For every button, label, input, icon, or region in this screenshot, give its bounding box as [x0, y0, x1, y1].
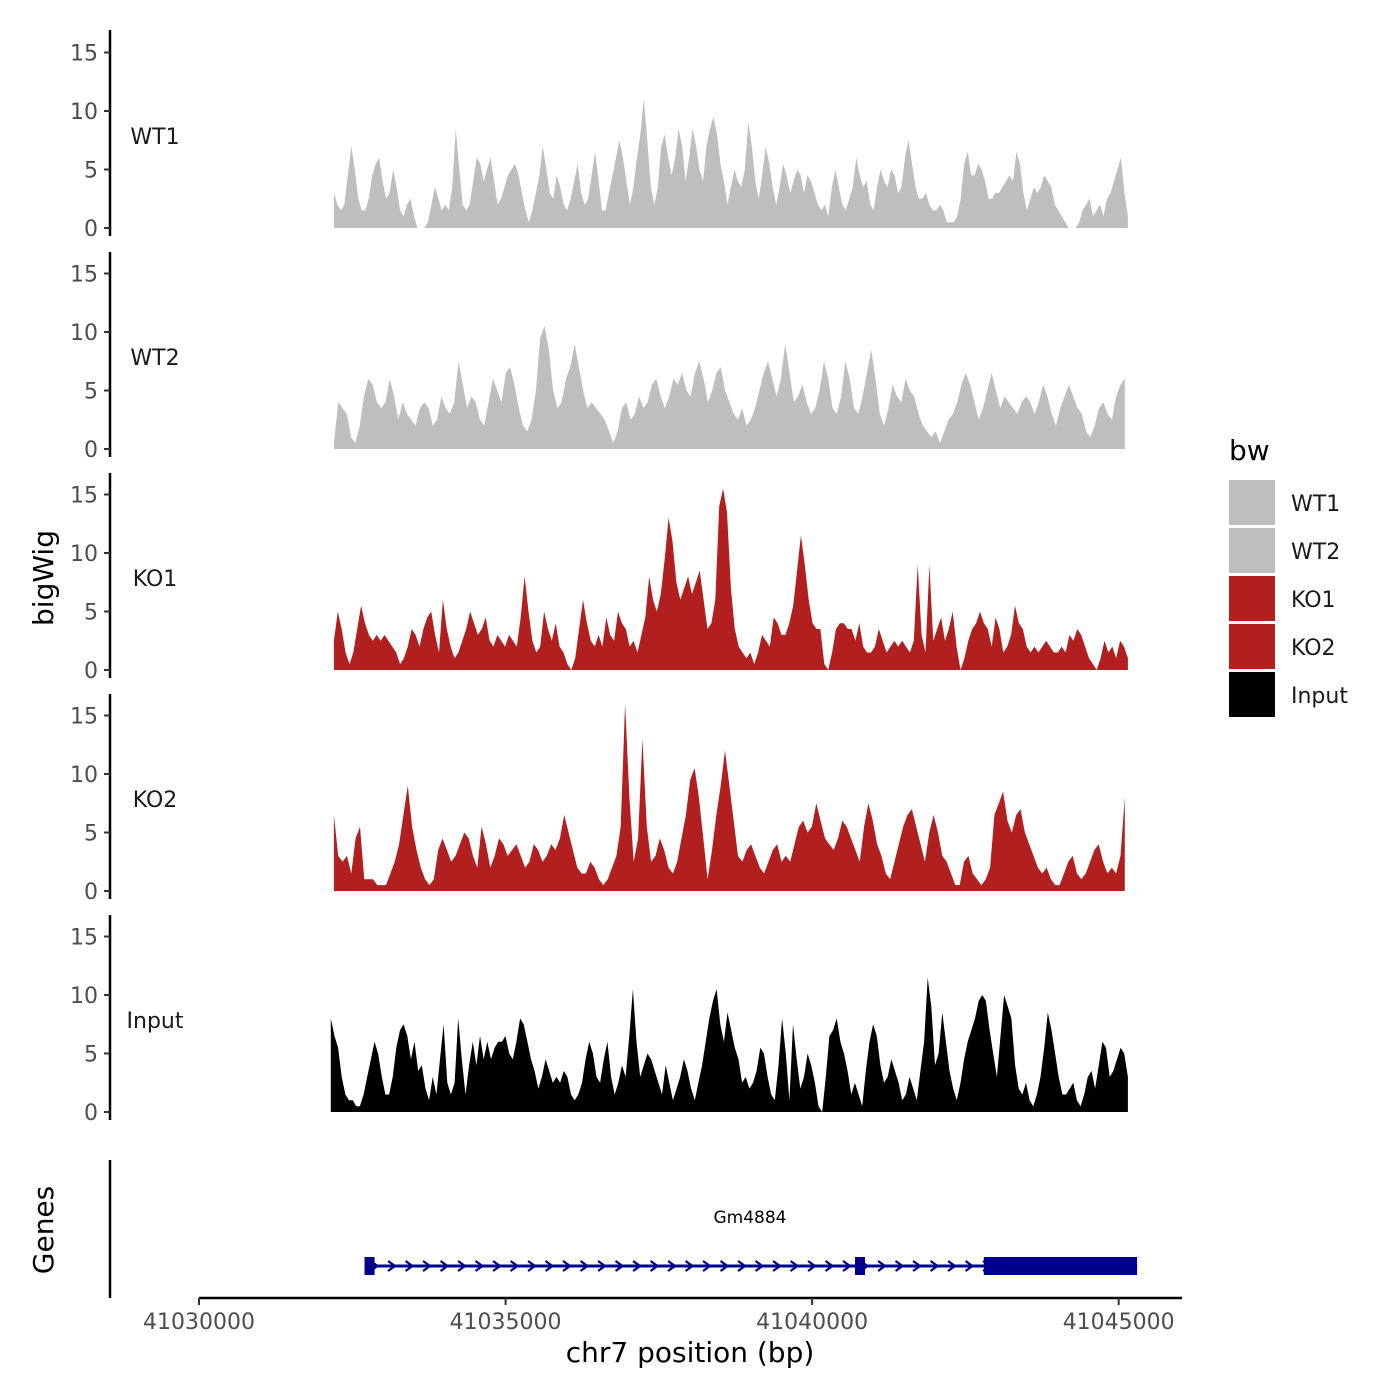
track-wt1: 0 5 10 15 WT1	[70, 30, 1128, 242]
y-tick-label: 10	[70, 321, 98, 346]
y-tick-label: 0	[84, 217, 98, 242]
strand-chevron	[527, 1260, 537, 1272]
strand-chevron	[597, 1260, 607, 1272]
area-input	[330, 977, 1128, 1112]
area-ko2	[333, 703, 1125, 891]
strand-chevron	[562, 1260, 572, 1272]
x-axis: 41030000 41035000 41040000 41045000	[143, 1296, 1182, 1335]
track-wt2: 0 5 10 15 WT2	[70, 252, 1125, 463]
strand-chevron	[929, 1260, 940, 1272]
y-tick-label: 5	[84, 822, 98, 847]
strand-chevron	[422, 1260, 432, 1272]
legend-label: Input	[1291, 684, 1348, 709]
y-tick-label: 10	[70, 984, 98, 1009]
strand-chevron	[404, 1260, 415, 1272]
strand-chevron	[842, 1260, 852, 1272]
x-axis-title: chr7 position (bp)	[566, 1336, 815, 1369]
legend-label: KO2	[1291, 636, 1336, 661]
track-label: WT2	[130, 346, 179, 371]
legend-swatch-wt1	[1229, 480, 1275, 525]
gene-name-label: Gm4884	[714, 1208, 787, 1228]
legend-swatch-wt2	[1229, 528, 1275, 573]
strand-chevron	[737, 1260, 747, 1272]
legend: bw WT1 WT2 KO1 KO2 Input	[1229, 434, 1348, 717]
y-tick-label: 5	[84, 601, 98, 626]
strand-chevron	[509, 1260, 520, 1272]
strand-chevron	[947, 1260, 957, 1272]
gene-exon	[364, 1257, 375, 1275]
x-tick-label: 41040000	[756, 1310, 868, 1335]
y-tick-label: 5	[84, 159, 98, 184]
strand-chevron	[684, 1260, 695, 1272]
strand-chevron	[474, 1260, 485, 1272]
area-wt2	[333, 326, 1125, 449]
y-tick-label: 0	[84, 880, 98, 905]
track-label: Input	[127, 1009, 184, 1034]
legend-label: WT2	[1291, 540, 1340, 565]
track-label: WT1	[130, 125, 179, 150]
track-ko1: 0 5 10 15 KO1	[70, 473, 1128, 684]
strand-chevron	[457, 1260, 467, 1272]
legend-label: KO1	[1291, 588, 1336, 613]
y-tick-label: 15	[70, 705, 98, 730]
strand-chevron	[702, 1260, 712, 1272]
y-tick-label: 0	[84, 438, 98, 463]
track-input: 0 5 10 15 Input	[70, 915, 1128, 1126]
y-axis-title: bigWig	[27, 530, 60, 626]
strand-chevron	[912, 1260, 922, 1272]
strand-chevron	[492, 1260, 502, 1272]
strand-chevron	[387, 1260, 397, 1272]
tracks-layer: 0 5 10 15 WT1 0 5 10 15 WT2 0 5 10 15 KO1 0 5 10 15 KO2 0 5 10…	[70, 30, 1128, 1126]
y-tick-label: 0	[84, 659, 98, 684]
strand-chevron	[579, 1260, 590, 1272]
gene-track: Gm4884	[108, 1160, 1138, 1298]
strand-chevron	[877, 1260, 887, 1272]
track-label: KO1	[133, 567, 178, 592]
y-tick-label: 10	[70, 100, 98, 125]
strand-chevron	[754, 1260, 765, 1272]
legend-swatch-ko2	[1229, 624, 1275, 669]
strand-chevron	[964, 1260, 975, 1272]
strand-chevron	[719, 1260, 730, 1272]
y-tick-label: 10	[70, 763, 98, 788]
legend-swatch-input	[1229, 672, 1275, 717]
y-tick-label: 15	[70, 263, 98, 288]
y-tick-label: 15	[70, 484, 98, 509]
gene-exon	[855, 1257, 866, 1275]
area-wt1	[333, 99, 1128, 228]
strand-chevron	[632, 1260, 642, 1272]
strand-chevron	[667, 1260, 677, 1272]
y-tick-label: 5	[84, 1043, 98, 1068]
y-tick-label: 10	[70, 542, 98, 567]
track-label: KO2	[133, 788, 178, 813]
y-tick-label: 15	[70, 42, 98, 67]
x-tick-label: 41030000	[143, 1310, 255, 1335]
gene-exon	[983, 1257, 1138, 1275]
legend-title: bw	[1229, 434, 1270, 467]
strand-chevron	[789, 1260, 800, 1272]
x-tick-label: 41035000	[450, 1310, 562, 1335]
area-ko1	[333, 488, 1128, 670]
y-tick-label: 15	[70, 926, 98, 951]
strand-chevron	[649, 1260, 660, 1272]
x-tick-label: 41045000	[1063, 1310, 1175, 1335]
strand-chevron	[772, 1260, 782, 1272]
strand-chevron	[807, 1260, 817, 1272]
strand-chevron	[544, 1260, 555, 1272]
strand-chevron	[824, 1260, 835, 1272]
y-tick-label: 5	[84, 380, 98, 405]
strand-chevron	[614, 1260, 625, 1272]
y-tick-label: 0	[84, 1101, 98, 1126]
strand-chevron	[439, 1260, 450, 1272]
legend-label: WT1	[1291, 492, 1340, 517]
strand-chevron	[894, 1260, 905, 1272]
genes-axis-title: Genes	[27, 1186, 60, 1274]
track-ko2: 0 5 10 15 KO2	[70, 694, 1125, 905]
legend-swatch-ko1	[1229, 576, 1275, 621]
